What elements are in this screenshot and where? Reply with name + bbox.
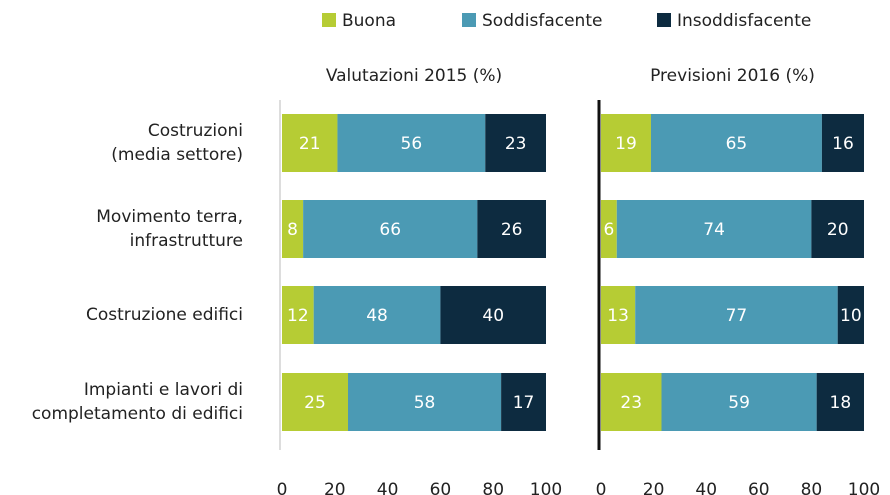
legend-swatch [462, 13, 476, 27]
value-label: 66 [379, 220, 401, 240]
legend-label: Soddisfacente [482, 11, 602, 31]
value-label: 20 [827, 220, 849, 240]
x-tick-label: 20 [324, 480, 346, 495]
bar-segment [282, 373, 348, 431]
bar-segment [440, 286, 546, 344]
value-label: 48 [366, 306, 388, 326]
bar-segment [816, 373, 864, 431]
x-tick-label: 0 [596, 480, 607, 495]
bar-segment [616, 200, 812, 258]
value-label: 21 [299, 134, 321, 154]
x-tick-label: 20 [643, 480, 665, 495]
value-label: 58 [414, 393, 436, 413]
bar-segment [811, 200, 864, 258]
panel-title: Valutazioni 2015 (%) [326, 66, 502, 86]
value-label: 23 [505, 134, 527, 154]
legend-swatch [657, 13, 671, 27]
x-tick-label: 40 [377, 480, 399, 495]
bar-segment [601, 200, 617, 258]
value-label: 8 [287, 220, 298, 240]
bar-segment [601, 373, 662, 431]
bar-segment [837, 286, 864, 344]
legend-label: Buona [342, 11, 396, 31]
value-label: 6 [603, 220, 614, 240]
value-label: 12 [287, 306, 309, 326]
value-label: 59 [728, 393, 750, 413]
bar-segment [313, 286, 441, 344]
x-tick-label: 60 [748, 480, 770, 495]
bar-segment [282, 114, 338, 172]
bar-segment [337, 114, 486, 172]
bar-segment [650, 114, 822, 172]
bar-segment [477, 200, 546, 258]
value-label: 74 [703, 220, 725, 240]
bar-segment [501, 373, 546, 431]
value-label: 18 [830, 393, 852, 413]
value-label: 77 [726, 306, 748, 326]
bar-segment [282, 286, 314, 344]
value-label: 23 [620, 393, 642, 413]
bar-segment [601, 286, 636, 344]
value-label: 10 [840, 306, 862, 326]
value-label: 65 [726, 134, 748, 154]
x-tick-label: 40 [695, 480, 717, 495]
bar-segment [485, 114, 546, 172]
value-label: 17 [513, 393, 535, 413]
bar-segment [661, 373, 817, 431]
value-label: 25 [304, 393, 326, 413]
bar-segment [821, 114, 864, 172]
value-label: 40 [482, 306, 504, 326]
value-label: 16 [832, 134, 854, 154]
x-tick-label: 60 [430, 480, 452, 495]
x-tick-label: 100 [848, 480, 880, 495]
bar-segment [635, 286, 838, 344]
category-label: Impianti e lavori di completamento di edi… [32, 380, 243, 424]
value-label: 13 [607, 306, 629, 326]
x-tick-label: 80 [801, 480, 823, 495]
x-tick-label: 0 [277, 480, 288, 495]
bar-segment [348, 373, 502, 431]
category-label: Costruzioni (media settore) [111, 121, 243, 165]
legend-swatch [322, 13, 336, 27]
legend-label: Insoddisfacente [677, 11, 811, 31]
bar-segment [303, 200, 478, 258]
bar-segment [282, 200, 304, 258]
value-label: 26 [501, 220, 523, 240]
x-tick-label: 80 [482, 480, 504, 495]
bar-segment [601, 114, 651, 172]
panel-title: Previsioni 2016 (%) [650, 66, 815, 86]
value-label: 19 [615, 134, 637, 154]
category-label: Movimento terra, infrastrutture [96, 207, 243, 251]
category-label: Costruzione edifici [86, 305, 243, 325]
value-label: 56 [401, 134, 423, 154]
x-tick-label: 100 [530, 480, 562, 495]
